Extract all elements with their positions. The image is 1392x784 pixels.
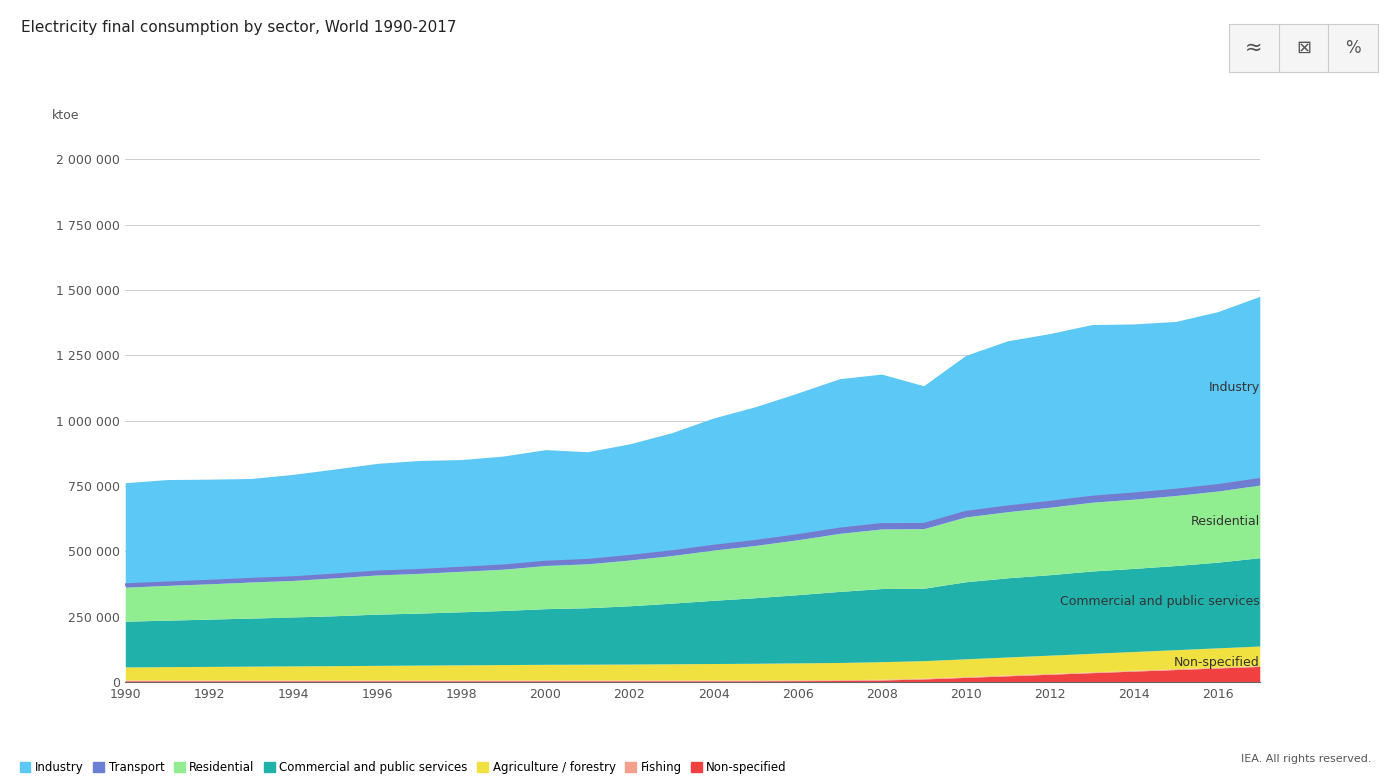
Legend: Industry, Transport, Residential, Commercial and public services, Agriculture / : Industry, Transport, Residential, Commer…	[19, 761, 786, 774]
Text: Industry: Industry	[1208, 381, 1260, 394]
Text: Electricity final consumption by sector, World 1990-2017: Electricity final consumption by sector,…	[21, 20, 457, 34]
Text: ≈: ≈	[1246, 38, 1263, 58]
Text: Residential: Residential	[1190, 515, 1260, 528]
Text: IEA. All rights reserved.: IEA. All rights reserved.	[1240, 754, 1371, 764]
Text: ktoe: ktoe	[52, 109, 79, 122]
Text: ⊠: ⊠	[1296, 39, 1311, 56]
Text: %: %	[1346, 39, 1361, 56]
Text: Commercial and public services: Commercial and public services	[1061, 595, 1260, 608]
Text: Non-specified: Non-specified	[1173, 656, 1260, 669]
